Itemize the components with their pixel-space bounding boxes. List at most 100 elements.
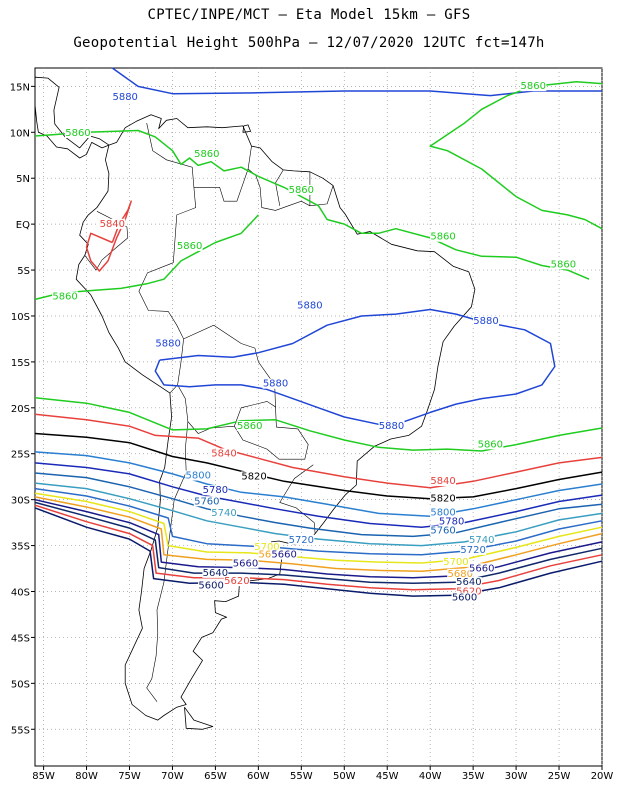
contour-label-bg (468, 534, 495, 545)
contour-label-bg (430, 507, 457, 518)
lat-tick-label: 15S (11, 358, 30, 369)
coastline (34, 76, 110, 149)
contour-label: 5720 (289, 535, 314, 546)
contour-label: 5760 (430, 526, 455, 537)
contour-label-bg (223, 576, 250, 587)
contour-label-bg (455, 586, 482, 597)
lat-tick-label: 5S (17, 266, 30, 277)
contour-label: 5660 (233, 559, 258, 570)
contour-label-bg (193, 149, 220, 160)
lon-tick-label: 35W (462, 771, 485, 782)
country-border (177, 324, 276, 434)
lon-tick-label: 50W (333, 771, 356, 782)
contour-line (34, 462, 603, 528)
contour-label-bg (430, 231, 457, 242)
contour-label-bg (442, 556, 469, 567)
contour-label: 5880 (473, 316, 498, 327)
lat-tick-label: 10N (10, 128, 30, 139)
contour-label: 5860 (52, 291, 77, 302)
contour-label-bg (438, 516, 465, 527)
contour-label: 5700 (254, 542, 279, 553)
contour-label-bg (455, 577, 482, 588)
lon-tick-label: 85W (32, 771, 55, 782)
lon-tick-label: 45W (376, 771, 399, 782)
lon-tick-label: 25W (548, 771, 571, 782)
lat-tick-label: EQ (16, 220, 30, 231)
contour-label: 5740 (211, 508, 236, 519)
contour-line (34, 432, 603, 500)
contour-label-bg (520, 81, 547, 92)
contour-label: 5860 (65, 128, 90, 139)
contour-label: 5860 (194, 149, 219, 160)
contour-label: 5720 (460, 545, 485, 556)
contour-label: 5600 (198, 581, 223, 592)
lat-tick-label: 45S (11, 633, 30, 644)
contour-label-bg (202, 567, 229, 578)
contour-label-bg (473, 316, 500, 327)
contour-label-bg (262, 378, 289, 389)
contour-label-bg (288, 184, 315, 195)
contour-label-bg (241, 471, 268, 482)
contour-label: 5880 (263, 379, 288, 390)
contour-label: 5840 (430, 476, 455, 487)
lat-tick-label: 30S (11, 496, 30, 507)
grid-lines (35, 68, 603, 766)
lat-tick-label: 25S (11, 450, 30, 461)
contour-line (34, 451, 603, 517)
contour-label: 5820 (241, 471, 266, 482)
contour-label: 5880 (155, 338, 180, 349)
contour-label-bg (451, 592, 478, 603)
contour-label: 5620 (456, 586, 481, 597)
contour-label-bg (460, 544, 487, 555)
contour-label-bg (211, 448, 237, 459)
lon-tick-label: 20W (591, 771, 614, 782)
lat-tick-label: 55S (11, 725, 30, 736)
contour-label-bg (288, 534, 315, 545)
contour-label-bg (211, 508, 237, 519)
contour-label: 5840 (100, 219, 125, 230)
lon-tick-label: 70W (161, 771, 184, 782)
map-title: CPTEC/INPE/MCT – Eta Model 15km – GFS (147, 7, 471, 23)
lon-tick-label: 80W (75, 771, 98, 782)
lat-tick-label: 15N (10, 82, 30, 93)
contour-line (34, 507, 603, 597)
lat-tick-label: 5N (16, 174, 30, 185)
lat-tick-label: 35S (11, 542, 30, 553)
contour-label-bg (198, 580, 225, 591)
contour-label: 5860 (521, 81, 546, 92)
contour-line (34, 413, 603, 489)
contour-label-bg (477, 439, 504, 450)
contour-label-bg (202, 485, 229, 496)
contour-line (34, 472, 603, 538)
contour-line (111, 67, 602, 97)
contour-label: 5780 (439, 516, 464, 527)
contour-label: 5880 (297, 301, 322, 312)
contour-label-bg (112, 92, 139, 103)
country-border (193, 168, 249, 202)
coastline (184, 706, 214, 730)
contour-line (34, 129, 590, 280)
lon-tick-label: 30W (505, 771, 528, 782)
coastline (242, 124, 251, 133)
contour-label-bg (64, 127, 91, 138)
map-subtitle: Geopotential Height 500hPa – 12/07/2020 … (73, 35, 545, 51)
lon-tick-label: 60W (247, 771, 270, 782)
contour-label: 5860 (478, 439, 503, 450)
lon-tick-label: 65W (204, 771, 227, 782)
coastline (34, 104, 110, 159)
contour-label: 5860 (430, 232, 455, 243)
contour-label-bg (253, 542, 280, 553)
axis-ticks: 85W 80W 75W 70W 65W 60W 55W 50W 45W 40W 35W 30W 25W 2… (10, 82, 614, 782)
contour-label: 5820 (430, 493, 455, 504)
contour-label: 5780 (203, 485, 228, 496)
country-border (279, 464, 316, 534)
contour-label-bg (236, 420, 263, 431)
contour-label: 5800 (430, 507, 455, 518)
contour-label-bg (378, 420, 405, 431)
contour-label-bg (468, 563, 495, 574)
lon-tick-label: 55W (290, 771, 313, 782)
contour-line (34, 496, 603, 573)
contour-label: 5620 (224, 576, 249, 587)
contour-label-bg (271, 549, 298, 560)
